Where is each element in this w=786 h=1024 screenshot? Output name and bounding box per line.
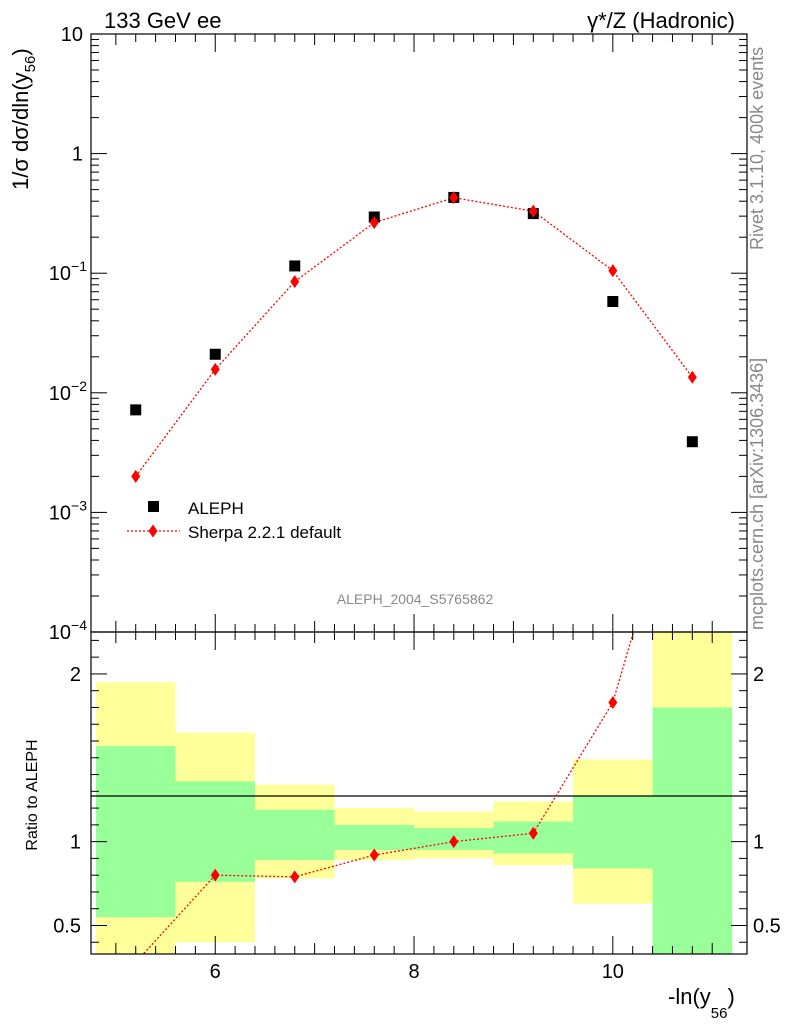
main-point-sherpa-4 xyxy=(449,191,459,205)
main-y-tick-exponent: −1 xyxy=(71,258,87,274)
x-tick-label-8: 8 xyxy=(408,961,419,983)
main-point-sherpa-1 xyxy=(210,362,220,376)
rivet-version-label: Rivet 3.1.10, 400k events xyxy=(747,47,767,250)
ratio-data-marks xyxy=(131,424,697,969)
ratio-point-sherpa-0 xyxy=(131,956,140,969)
ratio-y-tick-label-right-1: 1 xyxy=(753,832,764,854)
main-point-sherpa-3 xyxy=(369,216,379,230)
ratio-band-green-0 xyxy=(95,746,176,918)
main-y-tick-label-1: 1 xyxy=(72,144,83,166)
ratio-point-sherpa-6 xyxy=(608,695,618,709)
main-point-aleph-6 xyxy=(607,295,619,307)
main-y-tick-label-3: 10−2 xyxy=(49,378,87,405)
main-point-sherpa-7 xyxy=(687,370,697,384)
mcplots-url-label: mcplots.cern.ch [arXiv:1306.3436] xyxy=(747,358,767,630)
ratio-band-green-7 xyxy=(652,707,733,954)
main-point-sherpa-6 xyxy=(608,264,618,278)
ratio-band-green-3 xyxy=(334,824,415,851)
ratio-band-green-6 xyxy=(573,796,653,869)
main-y-tick-exponent: −3 xyxy=(71,497,87,513)
main-y-tick-base: 10 xyxy=(49,263,71,285)
process-label: γ*/Z (Hadronic) xyxy=(587,8,735,33)
x-axis-label-main: -ln(y xyxy=(668,984,711,1009)
ratio-y-tick-label-left-0.5: 0.5 xyxy=(53,915,81,937)
main-series-line-1 xyxy=(135,197,693,477)
main-point-sherpa-2 xyxy=(290,275,300,289)
ratio-uncertainty-bands xyxy=(95,632,733,954)
ratio-point-sherpa-7 xyxy=(688,424,697,437)
main-y-tick-label-5: 10−4 xyxy=(49,617,87,644)
ratio-point-sherpa-4 xyxy=(449,835,459,849)
main-point-aleph-7 xyxy=(686,436,698,448)
main-point-aleph-2 xyxy=(289,260,301,272)
ratio-y-tick-label-left-2: 2 xyxy=(70,664,81,686)
main-y-tick-base: 10 xyxy=(49,622,71,644)
main-y-tick-exponent: −2 xyxy=(71,378,87,394)
main-y-axis-label-close: ) xyxy=(8,48,33,55)
main-y-axis-label-main: 1/σ dσ/dln(y xyxy=(8,72,33,190)
x-axis-label-sub: 56 xyxy=(711,1005,728,1022)
main-data-marks xyxy=(130,191,698,483)
x-axis-label-close: ) xyxy=(727,984,734,1009)
ratio-point-sherpa-3 xyxy=(369,848,379,862)
ratio-band-green-2 xyxy=(255,809,335,861)
ratio-y-tick-label-right-0.5: 0.5 xyxy=(753,915,781,937)
main-point-sherpa-0 xyxy=(131,469,141,483)
x-axis-label: -ln(y56) xyxy=(668,984,735,1022)
legend-label-sherpa: Sherpa 2.2.1 default xyxy=(188,523,341,542)
ratio-point-sherpa-5 xyxy=(528,826,538,840)
ratio-series-line-0 xyxy=(142,632,635,954)
main-y-tick-label-2: 10−1 xyxy=(49,258,87,285)
ratio-y-tick-label-right-2: 2 xyxy=(753,664,764,686)
ratio-y-axis-label: Ratio to ALEPH xyxy=(24,739,41,850)
main-y-axis-label: 1/σ dσ/dln(y56) xyxy=(8,48,39,190)
main-y-tick-base: 10 xyxy=(49,502,71,524)
ratio-point-sherpa-2 xyxy=(290,870,300,884)
main-point-aleph-1 xyxy=(209,348,221,360)
legend-marker-aleph xyxy=(148,501,159,512)
main-plot-frame xyxy=(90,33,748,633)
ratio-plot-frame xyxy=(90,631,748,955)
main-point-aleph-0 xyxy=(130,404,142,416)
main-y-tick-base: 10 xyxy=(49,383,71,405)
main-y-axis-label-sub: 56 xyxy=(22,56,39,73)
ratio-band-green-1 xyxy=(175,781,255,882)
legend-marker-sherpa xyxy=(148,524,158,538)
ratio-y-tick-label-left-1: 1 xyxy=(70,832,81,854)
main-y-tick-label-4: 10−3 xyxy=(49,497,87,524)
main-point-sherpa-5 xyxy=(528,204,538,218)
ratio-point-sherpa-1 xyxy=(210,868,220,882)
energy-label: 133 GeV ee xyxy=(104,8,221,33)
analysis-id-label: ALEPH_2004_S5765862 xyxy=(337,591,494,607)
x-tick-label-6: 6 xyxy=(210,961,221,983)
main-y-tick-exponent: −4 xyxy=(71,617,87,633)
main-y-tick-label-0: 10 xyxy=(61,24,83,46)
x-tick-label-10: 10 xyxy=(602,961,624,983)
legend-label-aleph: ALEPH xyxy=(188,499,244,518)
legend: ALEPH Sherpa 2.2.1 default xyxy=(127,499,341,542)
